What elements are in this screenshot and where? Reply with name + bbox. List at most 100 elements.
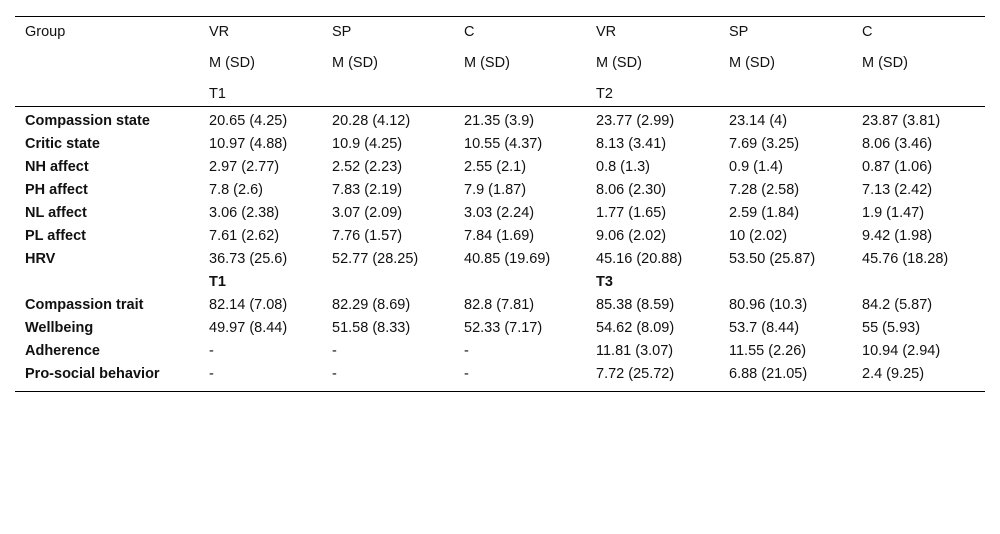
table-cell: 21.35 (3.9) — [464, 113, 535, 129]
table-row: Adherence - - - 11.81 (3.07) 11.55 (2.26… — [15, 339, 985, 362]
table-cell: 54.62 (8.09) — [596, 320, 675, 336]
header-cell — [454, 79, 586, 107]
table-cell: 23.77 (2.99) — [596, 113, 675, 129]
table-row: NL affect 3.06 (2.38) 3.07 (2.09) 3.03 (… — [15, 201, 985, 224]
row-label: Critic state — [25, 136, 100, 152]
table-cell: 45.16 (20.88) — [596, 251, 683, 267]
table-cell: 7.83 (2.19) — [332, 182, 403, 198]
header-cell — [719, 79, 852, 107]
header-cell: SP — [729, 24, 749, 40]
table-cell: 52.33 (7.17) — [464, 320, 543, 336]
table-row: Compassion trait 82.14 (7.08) 82.29 (8.6… — [15, 293, 985, 316]
header-row-stats: M (SD) M (SD) M (SD) M (SD) M (SD) M (SD… — [15, 48, 985, 79]
table-cell: 85.38 (8.59) — [596, 297, 675, 313]
table-cell: 49.97 (8.44) — [209, 320, 288, 336]
table-cell: 2.97 (2.77) — [209, 159, 280, 175]
table-cell: - — [464, 343, 469, 359]
table-cell: 84.2 (5.87) — [862, 297, 933, 313]
table-cell: 52.77 (28.25) — [332, 251, 419, 267]
table-cell: 3.07 (2.09) — [332, 205, 403, 221]
table-cell: - — [464, 366, 469, 382]
table-cell: 10.97 (4.88) — [209, 136, 288, 152]
results-table: Group VR SP C VR SP C M (SD) M (SD) M (S… — [15, 17, 985, 391]
table-row: Wellbeing 49.97 (8.44) 51.58 (8.33) 52.3… — [15, 316, 985, 339]
table-cell: 23.14 (4) — [729, 113, 788, 129]
row-label: Pro-social behavior — [25, 366, 160, 382]
row-label: Wellbeing — [25, 320, 94, 336]
table-cell: 7.28 (2.58) — [729, 182, 800, 198]
table-cell: 40.85 (19.69) — [464, 251, 551, 267]
table-cell: 7.9 (1.87) — [464, 182, 527, 198]
header-cell — [322, 79, 454, 107]
table-cell: - — [209, 366, 214, 382]
subheader-cell — [454, 270, 586, 293]
table-cell: 10.55 (4.37) — [464, 136, 543, 152]
table-cell: 2.4 (9.25) — [862, 366, 925, 382]
table-cell: 0.9 (1.4) — [729, 159, 783, 175]
row-label: PL affect — [25, 228, 86, 244]
table-cell: 51.58 (8.33) — [332, 320, 411, 336]
table-row: Critic state 10.97 (4.88) 10.9 (4.25) 10… — [15, 132, 985, 155]
table-cell: 82.8 (7.81) — [464, 297, 535, 313]
subheader-cell: T1 — [209, 274, 226, 290]
table-row: Compassion state 20.65 (4.25) 20.28 (4.1… — [15, 107, 985, 133]
row-label: NL affect — [25, 205, 87, 221]
table-cell: 0.8 (1.3) — [596, 159, 650, 175]
table-cell: 7.69 (3.25) — [729, 136, 800, 152]
table-cell: 80.96 (10.3) — [729, 297, 808, 313]
table-cell: 8.06 (3.46) — [862, 136, 933, 152]
table-cell: 20.65 (4.25) — [209, 113, 288, 129]
row-label: HRV — [25, 251, 56, 267]
header-cell: T1 — [199, 79, 322, 107]
row-label: Compassion state — [25, 113, 150, 129]
header-cell: M (SD) — [729, 55, 775, 71]
header-cell — [15, 48, 199, 79]
header-cell: VR — [596, 24, 617, 40]
table-cell: 1.9 (1.47) — [862, 205, 925, 221]
table-cell: 10.9 (4.25) — [332, 136, 403, 152]
table-row: Pro-social behavior - - - 7.72 (25.72) 6… — [15, 362, 985, 391]
table-cell: 2.52 (2.23) — [332, 159, 403, 175]
table-cell: 53.7 (8.44) — [729, 320, 800, 336]
subheader-cell — [852, 270, 985, 293]
table-cell: 82.14 (7.08) — [209, 297, 288, 313]
table-cell: 23.87 (3.81) — [862, 113, 941, 129]
subheader-cell — [322, 270, 454, 293]
header-row-timepoints: T1 T2 — [15, 79, 985, 107]
header-cell: M (SD) — [209, 55, 255, 71]
table-cell: 55 (5.93) — [862, 320, 921, 336]
table-cell: 7.8 (2.6) — [209, 182, 263, 198]
header-cell: SP — [332, 24, 352, 40]
table-cell: 45.76 (18.28) — [862, 251, 949, 267]
header-cell: VR — [209, 24, 230, 40]
subheader-cell: T3 — [596, 274, 613, 290]
row-label: PH affect — [25, 182, 88, 198]
header-cell: C — [464, 24, 475, 40]
results-table-container: Group VR SP C VR SP C M (SD) M (SD) M (S… — [15, 16, 985, 392]
header-cell: Group — [25, 24, 66, 40]
table-cell: 53.50 (25.87) — [729, 251, 816, 267]
header-cell — [852, 79, 985, 107]
table-cell: 9.42 (1.98) — [862, 228, 933, 244]
header-cell — [15, 79, 199, 107]
table-cell: 20.28 (4.12) — [332, 113, 411, 129]
table-cell: 36.73 (25.6) — [209, 251, 288, 267]
table-cell: 7.72 (25.72) — [596, 366, 675, 382]
subheader-cell — [719, 270, 852, 293]
row-label: NH affect — [25, 159, 89, 175]
header-cell: M (SD) — [464, 55, 510, 71]
row-label: Compassion trait — [25, 297, 144, 313]
table-cell: 11.81 (3.07) — [596, 343, 674, 359]
subheader-row-timepoints: T1 T3 — [15, 270, 985, 293]
header-cell: M (SD) — [332, 55, 378, 71]
table-cell: 82.29 (8.69) — [332, 297, 411, 313]
table-cell: 9.06 (2.02) — [596, 228, 667, 244]
table-cell: 11.55 (2.26) — [729, 343, 807, 359]
table-cell: - — [332, 366, 337, 382]
table-cell: 7.13 (2.42) — [862, 182, 933, 198]
table-cell: 8.06 (2.30) — [596, 182, 667, 198]
header-cell: C — [862, 24, 873, 40]
table-row: NH affect 2.97 (2.77) 2.52 (2.23) 2.55 (… — [15, 155, 985, 178]
table-row: PH affect 7.8 (2.6) 7.83 (2.19) 7.9 (1.8… — [15, 178, 985, 201]
header-cell: M (SD) — [862, 55, 908, 71]
